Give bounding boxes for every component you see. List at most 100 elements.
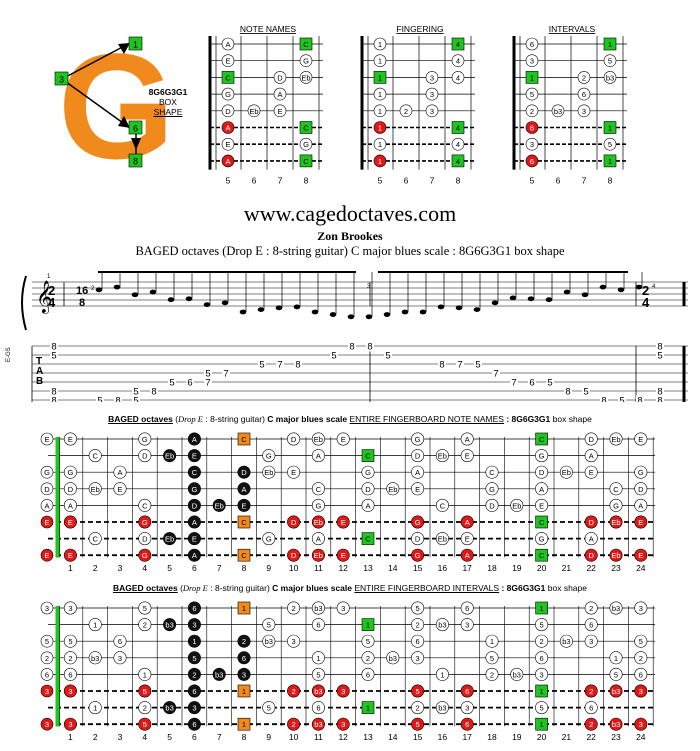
fb-note-dot	[336, 601, 350, 615]
note-label: 3	[430, 90, 434, 99]
fb-note-label: E	[341, 551, 346, 560]
fb-note-dot	[584, 449, 598, 463]
note-dot	[299, 71, 313, 84]
fb-note-label: G	[415, 435, 421, 444]
fb-note-dot	[212, 667, 226, 681]
fbi-title-code: : 8G6G3G1	[501, 583, 546, 593]
note-label: 1	[378, 124, 382, 133]
fb-fret-number: 21	[562, 732, 572, 742]
fb-note-label: A	[316, 535, 321, 544]
fb-note-label: C	[192, 468, 198, 477]
notehead	[203, 302, 211, 308]
fb-note-label: b3	[513, 670, 521, 679]
shape-word: SHAPE	[153, 107, 183, 117]
fb-root-square	[361, 618, 375, 631]
fb-note-label: A	[465, 551, 470, 560]
fb-note-label: G	[613, 501, 619, 510]
fb-note-label: C	[440, 501, 446, 510]
fb-note-dot	[609, 684, 623, 698]
fb-fret-number: 5	[167, 563, 172, 573]
tuning-label: E-GS	[6, 347, 12, 362]
fb-note-label: 6	[242, 654, 246, 663]
notehead	[419, 309, 427, 315]
fb-note-label: D	[291, 551, 297, 560]
fb-note-dot	[485, 667, 499, 681]
fb-note-dot	[311, 515, 325, 529]
tab-fret: 8	[601, 396, 606, 403]
fb-note-label: D	[588, 435, 594, 444]
note-label: C	[303, 124, 309, 133]
time-sig-start-top: 2	[48, 283, 55, 298]
tab-bg	[132, 386, 140, 397]
root-square	[451, 121, 465, 134]
fb-note-label: E	[341, 435, 346, 444]
note-label: 4	[456, 124, 460, 133]
fb-fret-number: 13	[363, 732, 373, 742]
fb-fret-number: 16	[438, 563, 448, 573]
note-label: 3	[530, 57, 534, 66]
fb-note-dot	[138, 701, 152, 715]
website-url[interactable]: www.cagedoctaves.com	[243, 201, 457, 226]
note-label: E	[225, 140, 230, 149]
fb-note-label: C	[489, 468, 495, 477]
measure-number: 2	[91, 286, 95, 292]
fb-fret-number: 2	[93, 563, 98, 573]
fb-note-label: 5	[416, 687, 420, 696]
fret-number: 7	[278, 176, 283, 186]
root-square	[299, 121, 313, 134]
fb-fret-number: 6	[192, 563, 197, 573]
fb-note-label: 5	[416, 720, 420, 729]
fb-note-dot	[63, 651, 77, 665]
fb-note-dot	[336, 432, 350, 446]
fb-note-label: A	[465, 518, 470, 527]
note-dot	[221, 121, 235, 134]
fb-note-label: b3	[438, 704, 446, 713]
fb-note-label: G	[142, 551, 148, 560]
fb-note-label: D	[68, 485, 74, 494]
fb-note-label: E	[68, 551, 73, 560]
fb-note-dot	[113, 634, 127, 648]
fb-note-label: 5	[192, 654, 196, 663]
fb-note-dot	[187, 498, 201, 512]
tab-bg	[114, 395, 122, 406]
fb-note-dot	[584, 618, 598, 632]
note-label: 1	[608, 157, 612, 166]
root-square	[603, 154, 617, 168]
fb-note-dot	[535, 465, 549, 479]
fb-open-label: A	[44, 501, 49, 510]
fb-note-label: 6	[316, 621, 320, 630]
fb-note-dot	[187, 684, 201, 698]
fb-note-dot	[336, 717, 350, 731]
tab-fret: 5	[133, 396, 138, 403]
fb-fret-number: 4	[142, 732, 147, 742]
fb-note-label: b3	[612, 720, 620, 729]
fb-note-label: E	[638, 435, 643, 444]
fb-note-dot	[187, 667, 201, 681]
note-label: 5	[608, 57, 612, 66]
fb-note-label: C	[539, 518, 545, 527]
note-dot	[525, 87, 539, 101]
tab-bg	[50, 341, 58, 352]
fb-root-square	[237, 717, 251, 731]
fb-note-label: 3	[639, 604, 643, 613]
fb-fret-number: 24	[636, 732, 646, 742]
fb-note-label: E	[68, 518, 73, 527]
fb-note-dot	[262, 449, 276, 463]
fb-open-label: E	[44, 435, 49, 444]
fb-note-dot	[311, 449, 325, 463]
fb-fret-number: 7	[217, 732, 222, 742]
notehead	[365, 314, 373, 320]
fb-fret-number: 1	[68, 732, 73, 742]
fb-note-dot	[88, 532, 102, 546]
root-square	[451, 37, 465, 51]
fb-note-label: 1	[316, 654, 320, 663]
tab-bg	[636, 395, 644, 406]
note-dot	[373, 37, 387, 51]
note-label: 4	[456, 73, 460, 82]
fb-root-square	[535, 717, 548, 731]
fb-fret-number: 11	[314, 563, 323, 573]
fb-note-label: E	[192, 535, 197, 544]
notehead	[617, 287, 625, 293]
fb-note-label: 5	[143, 720, 147, 729]
